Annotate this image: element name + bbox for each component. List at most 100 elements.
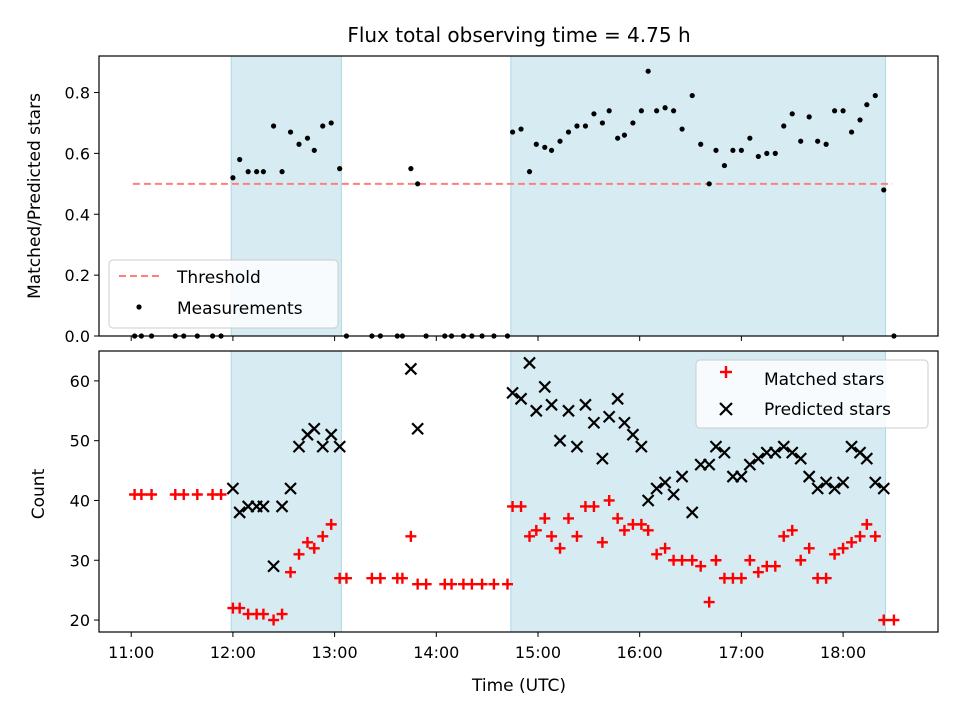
predicted-star-point <box>836 476 850 489</box>
measurement-point <box>738 147 744 153</box>
x-tick-label: 17:00 <box>718 643 764 662</box>
predicted-star-point <box>587 416 601 430</box>
measurement-point <box>654 108 660 114</box>
measurement-point <box>245 169 251 175</box>
measurement-point <box>542 144 548 150</box>
matched-star-point <box>374 572 386 584</box>
matched-star-point <box>846 536 858 548</box>
x-tick-label: 15:00 <box>515 643 561 662</box>
legend-measurements-label: Measurements <box>177 299 303 319</box>
predicted-star-point <box>635 440 648 453</box>
predicted-star-point <box>292 440 306 453</box>
top-y-tick-label: 0.6 <box>65 144 90 163</box>
x-tick-label: 13:00 <box>312 643 358 662</box>
matched-star-point <box>861 518 873 530</box>
predicted-star-point <box>523 356 536 370</box>
measurement-point <box>260 169 267 175</box>
observing-band <box>510 55 886 337</box>
legend-matched-label: Matched stars <box>764 370 884 390</box>
measurement-point <box>533 141 539 147</box>
matched-star-point <box>642 524 654 536</box>
measurement-point <box>591 111 597 117</box>
measurement-point <box>621 132 628 138</box>
predicted-star-point <box>506 386 519 400</box>
measurement-point <box>755 153 761 160</box>
matched-star-point <box>293 548 305 560</box>
measurement-point <box>806 114 812 120</box>
x-tick-label: 16:00 <box>617 643 663 662</box>
matched-star-point <box>888 614 900 626</box>
matched-star-point <box>257 608 269 620</box>
predicted-star-point <box>685 506 699 519</box>
top-axes-frame <box>98 55 939 337</box>
predicted-star-point <box>333 440 346 453</box>
matched-star-point <box>803 542 815 554</box>
matched-star-point <box>659 542 671 554</box>
matched-star-point <box>515 500 527 512</box>
matched-star-point <box>191 488 203 500</box>
measurement-point <box>645 68 651 74</box>
matched-star-point <box>308 542 320 554</box>
bottom-y-axis-label: Count <box>29 468 49 519</box>
matched-star-point <box>446 578 458 590</box>
predicted-star-point <box>658 476 672 489</box>
legend-measurements-swatch <box>136 304 142 310</box>
predicted-star-point <box>718 446 731 459</box>
matched-star-point <box>340 572 352 584</box>
matched-star-point <box>276 608 288 620</box>
predicted-star-point <box>275 500 289 513</box>
matched-star-point <box>735 572 747 584</box>
bottom-axis-ticks: 20 30 40 50 60 11:00 12:00 13:00 14:00 15:00 16:00… <box>70 372 866 662</box>
predicted-star-point <box>785 446 799 459</box>
matched-star-point <box>488 578 500 590</box>
measurement-point <box>823 141 829 147</box>
measurement-point <box>881 187 887 193</box>
predicted-star-point <box>641 494 655 507</box>
matched-star-point <box>744 554 756 566</box>
measurement-point <box>518 126 524 132</box>
top-axis-ticks: 0.0 0.2 0.4 0.6 0.8 <box>65 84 844 346</box>
bottom-y-tick-label: 30 <box>70 551 90 570</box>
measurement-point <box>320 123 326 129</box>
matched-star-point <box>546 530 558 542</box>
measurement-point <box>509 129 516 135</box>
measurement-point <box>230 175 236 181</box>
measurement-point <box>630 120 636 126</box>
predicted-star-point <box>404 362 418 376</box>
measurement-point <box>798 138 804 144</box>
top-y-tick-label: 0.8 <box>65 84 90 103</box>
predicted-star-point <box>553 434 567 447</box>
predicted-star-point <box>562 404 575 418</box>
measurement-point <box>408 166 414 172</box>
predicted-star-point <box>602 410 616 424</box>
predicted-star-point <box>769 446 782 459</box>
legend-threshold-label: Threshold <box>176 268 261 288</box>
bottom-y-tick-label: 50 <box>70 432 90 451</box>
matched-star-point <box>612 512 624 524</box>
predicted-star-point <box>675 470 689 483</box>
measurement-point <box>670 108 677 114</box>
measurement-point <box>599 120 606 126</box>
measurement-point <box>713 147 719 153</box>
matched-star-point <box>878 614 890 626</box>
measurement-point <box>582 123 589 129</box>
matched-star-point <box>795 554 807 566</box>
matched-star-point <box>476 578 488 590</box>
predicted-star-point <box>860 452 874 465</box>
measurement-point <box>279 169 285 175</box>
predicted-star-point <box>828 482 841 495</box>
matched-star-point <box>285 566 297 578</box>
predicted-star-point <box>411 422 424 436</box>
measurement-point <box>574 123 580 129</box>
measurement-point <box>557 138 563 144</box>
bottom-panel: 20 30 40 50 60 11:00 12:00 13:00 14:00 15:00 16:00… <box>29 350 939 696</box>
chart-title: Flux total observing time = 4.75 h <box>347 23 690 47</box>
measurement-point <box>857 117 863 123</box>
predicted-star-point <box>794 452 807 465</box>
measurement-point <box>254 169 260 175</box>
predicted-star-point <box>702 458 716 471</box>
predicted-star-point <box>226 482 240 495</box>
predicted-star-point <box>811 482 824 495</box>
matched-star-point <box>234 602 246 614</box>
matched-star-point <box>301 536 313 548</box>
